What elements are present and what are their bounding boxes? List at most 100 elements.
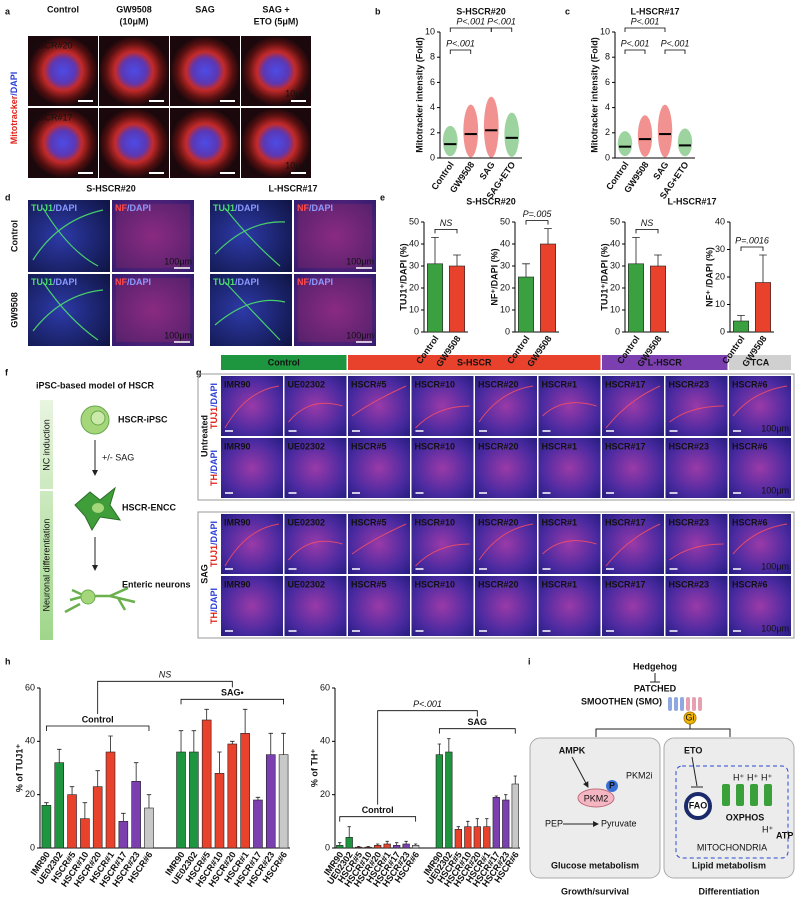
pathway-label: Gi <box>686 712 695 722</box>
y-tick-label: 60 <box>320 682 330 692</box>
y-axis-label: % of TH⁺ <box>309 749 319 787</box>
bar <box>384 844 391 848</box>
cell-label: UE02302 <box>288 517 326 527</box>
scale-label: 10μm <box>285 88 308 98</box>
stain-label-part: TH <box>209 474 219 486</box>
bar <box>336 845 343 848</box>
y-tick-label: 6 <box>605 77 610 87</box>
y-tick-label: 10 <box>715 299 725 309</box>
group-label: SAG <box>468 717 488 727</box>
error-bar <box>204 709 208 720</box>
compartment <box>530 738 660 878</box>
cell-label: IMR90 <box>224 579 251 589</box>
scale-label: 100μm <box>346 256 374 266</box>
cell-label: UE02302 <box>288 441 326 451</box>
point-cloud <box>678 129 692 157</box>
error-bar <box>514 776 517 784</box>
y-axis-label: TUJ1⁺/DAPI (%) <box>398 243 408 310</box>
error-bar <box>95 771 99 787</box>
line-title: L-HSCR#17 <box>268 183 317 193</box>
cell-label: HSCR#5 <box>351 379 387 389</box>
stain-label-part: TUJ1 <box>31 203 53 213</box>
micrograph <box>170 108 240 178</box>
bar <box>474 827 481 848</box>
cell-label: UE02302 <box>288 379 326 389</box>
bar <box>446 752 453 848</box>
y-tick-label: 0 <box>30 842 35 852</box>
stain-label-part: /DAPI <box>53 277 77 287</box>
error-bar <box>453 255 461 266</box>
y-tick-label: 40 <box>25 736 35 746</box>
chart-title: L-HSCR#17 <box>630 6 679 16</box>
proton-label: H⁺ <box>762 824 773 834</box>
cell-label: HSCR#20 <box>478 517 519 527</box>
pathway-label: OXPHOS <box>726 812 765 822</box>
stage-label: HSCR-iPSC <box>118 414 168 424</box>
micrograph <box>170 36 240 106</box>
annotation: P=.0016 <box>735 235 769 245</box>
panel-letter: g <box>196 367 202 377</box>
point-cloud <box>618 131 632 156</box>
stain-label-part: /DAPI <box>53 203 77 213</box>
y-tick-label: 50 <box>610 216 620 226</box>
column-header: Control <box>47 4 79 14</box>
error-bar <box>44 803 48 806</box>
error-bar <box>737 316 745 322</box>
bar <box>540 244 555 332</box>
stain-label: NF/DAPI <box>115 277 151 287</box>
y-tick-label: 40 <box>409 238 419 248</box>
stain-label-part: /DAPI <box>235 277 259 287</box>
x-tick-label: SAG <box>477 160 496 182</box>
error-bar <box>348 827 351 838</box>
stain-label-part: TUJ1 <box>213 277 235 287</box>
stain-label-part: NF <box>297 203 309 213</box>
chart-title: L-HSCR#17 <box>667 196 716 206</box>
stain-label-part: /DAPI <box>209 588 219 612</box>
bar <box>253 800 262 848</box>
y-tick-label: 30 <box>500 260 510 270</box>
y-tick-label: 10 <box>409 304 419 314</box>
group-label: SAG• <box>221 688 244 698</box>
bar <box>465 827 472 848</box>
membrane-helix <box>698 697 702 711</box>
cell-label: HSCR#20 <box>478 579 519 589</box>
y-tick-label: 8 <box>430 52 435 62</box>
stain-label-part: /DAPI <box>209 521 219 545</box>
proton-label: H⁺ <box>733 772 744 782</box>
stain-label-part: TUJ1 <box>31 277 53 287</box>
point-cloud <box>484 97 499 158</box>
error-bar <box>544 229 552 244</box>
error-bar <box>243 709 247 733</box>
annotation: NS <box>440 218 453 228</box>
bar <box>93 787 102 848</box>
error-bar <box>522 264 530 277</box>
stain-label: TH/DAPI <box>209 588 219 624</box>
pathway-label: SMOOTHEN (SMO) <box>581 696 662 706</box>
bracket <box>665 50 685 54</box>
error-bar <box>121 813 125 821</box>
annotation: P<.001 <box>413 699 442 709</box>
bar <box>412 845 419 848</box>
stain-label: TUJ1/DAPI <box>213 203 259 213</box>
comparison-bracket <box>98 681 233 714</box>
scale-label: 100μm <box>761 623 789 633</box>
bar <box>518 277 533 332</box>
comparison-bracket <box>378 711 478 805</box>
bar <box>215 773 224 848</box>
row-label: HSCR#17 <box>32 112 73 122</box>
panel-letter: f <box>5 367 9 377</box>
cell-label: HSCR#17 <box>605 379 646 389</box>
column-header: SAG <box>195 4 215 14</box>
stain-label: TUJ1/DAPI <box>209 383 219 429</box>
stain-label-part: /DAPI <box>209 450 219 474</box>
pathway-label: Glucose metabolism <box>551 860 639 870</box>
error-bar <box>192 731 196 752</box>
complex <box>750 784 758 806</box>
cell-label: HSCR#23 <box>669 517 710 527</box>
cell-label: HSCR#1 <box>542 579 578 589</box>
y-tick-label: 10 <box>610 304 620 314</box>
error-bar <box>147 795 151 808</box>
column-header: (10μM) <box>119 16 148 26</box>
cell-label: HSCR#10 <box>415 579 456 589</box>
